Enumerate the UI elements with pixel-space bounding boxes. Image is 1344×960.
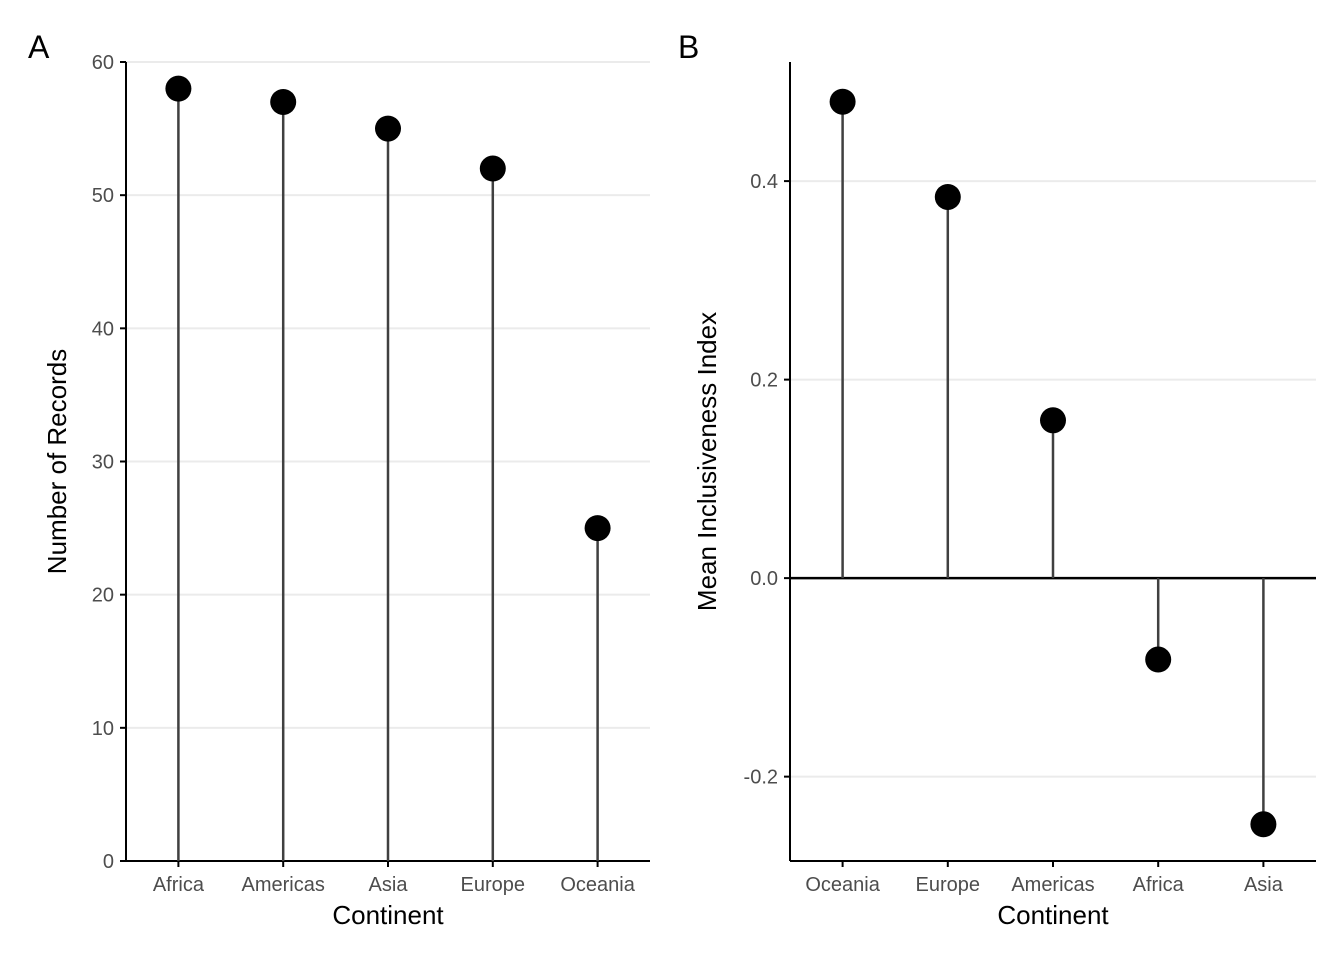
y-tick-label: 0.4 [750,171,778,193]
lollipop-point [584,515,611,542]
y-tick-label: 60 [92,52,114,74]
x-tick-label: Europe [916,874,981,896]
x-tick-label: Africa [153,874,205,896]
lollipop-point [1250,811,1277,838]
lollipop-point [270,88,297,115]
y-tick-label: -0.2 [744,767,778,789]
y-tick-label: 20 [92,585,114,607]
y-tick-label: 0.0 [750,568,778,590]
x-tick-label: Oceania [560,874,635,896]
lollipop-point [934,183,961,210]
x-tick-label: Americas [1011,874,1094,896]
lollipop-point [375,115,401,142]
y-tick-label: 0 [103,851,114,873]
y-axis-title: Number of Records [42,349,72,574]
lollipop-point [1145,646,1172,673]
x-tick-label: Asia [369,874,409,896]
x-tick-label: Africa [1133,874,1185,896]
lollipop-point [1040,407,1066,434]
panel-a: 0 10 20 30 40 50 60 Africa Americas Asia Europe Oce… [28,29,650,930]
panel-tag: B [678,29,699,65]
panel-tag: A [28,29,50,65]
x-axis-title: Continent [997,900,1109,930]
x-tick-label: Oceania [805,874,880,896]
y-tick-label: 50 [92,185,114,207]
panel-b: -0.2 0.0 0.2 0.4 Oceania Europe Americas Africa… [678,29,1316,930]
x-tick-label: Americas [242,874,325,896]
lollipop-point [165,75,192,102]
x-tick-label: Europe [461,874,526,896]
y-tick-label: 0.2 [750,370,778,392]
lollipop-point [829,88,856,115]
y-tick-label: 40 [92,318,114,340]
lollipop-point [479,155,506,182]
y-tick-label: 10 [92,718,114,740]
y-tick-label: 30 [92,452,114,474]
x-tick-label: Asia [1244,874,1284,896]
x-axis-title: Continent [332,900,444,930]
y-axis-title: Mean Inclusiveness Index [692,312,722,611]
